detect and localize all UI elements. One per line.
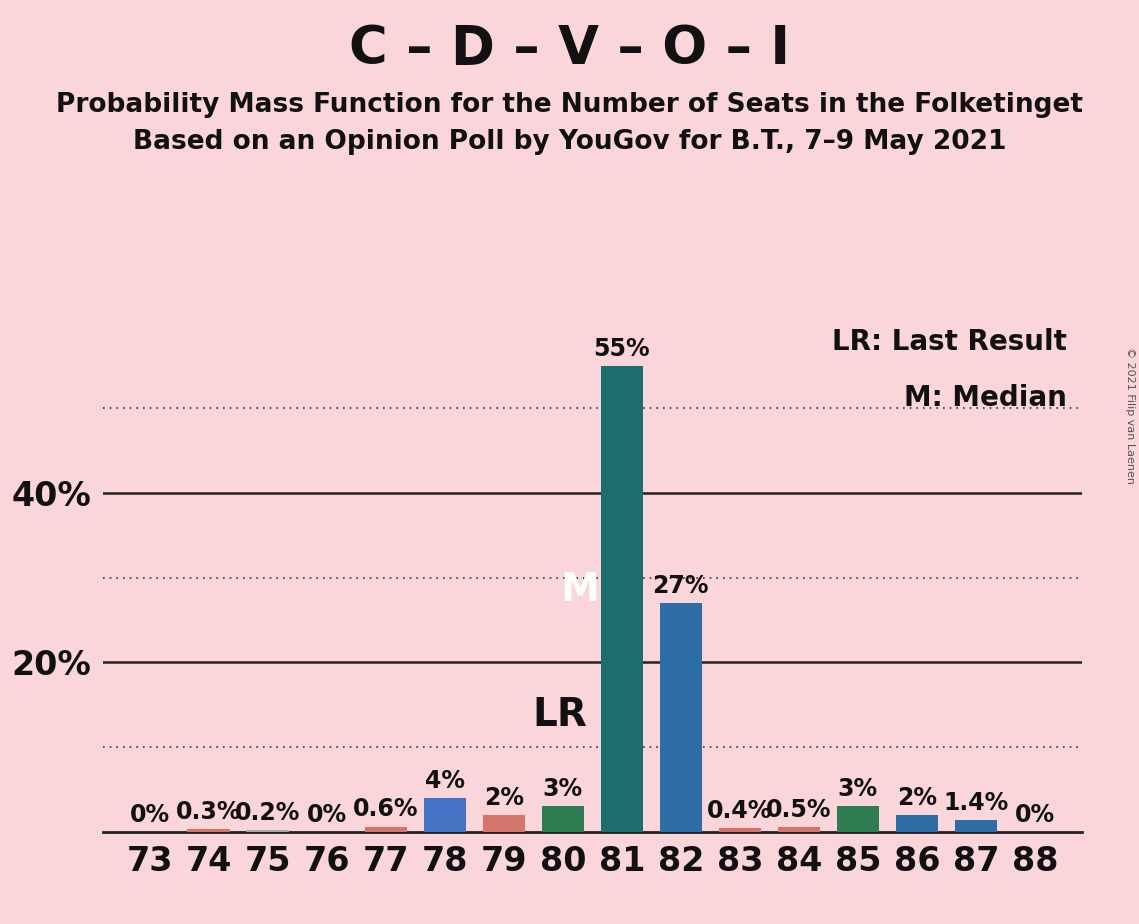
Text: LR: Last Result: LR: Last Result (833, 328, 1067, 357)
Text: © 2021 Filip van Laenen: © 2021 Filip van Laenen (1125, 347, 1134, 484)
Text: 0.6%: 0.6% (353, 797, 418, 821)
Text: M: M (560, 571, 599, 609)
Bar (778, 827, 820, 832)
Text: 1.4%: 1.4% (943, 791, 1008, 815)
Bar (954, 820, 997, 832)
Bar (719, 828, 761, 832)
Text: 0%: 0% (130, 803, 170, 826)
Text: 2%: 2% (484, 785, 524, 809)
Text: 3%: 3% (542, 777, 583, 801)
Text: 0%: 0% (306, 803, 346, 826)
Bar (895, 815, 939, 832)
Text: Probability Mass Function for the Number of Seats in the Folketinget: Probability Mass Function for the Number… (56, 92, 1083, 118)
Bar (424, 797, 466, 832)
Text: 4%: 4% (425, 769, 465, 793)
Bar (246, 830, 289, 832)
Bar (483, 815, 525, 832)
Text: C – D – V – O – I: C – D – V – O – I (349, 23, 790, 75)
Bar (659, 602, 702, 832)
Text: 55%: 55% (593, 336, 650, 360)
Text: Based on an Opinion Poll by YouGov for B.T., 7–9 May 2021: Based on an Opinion Poll by YouGov for B… (133, 129, 1006, 155)
Text: 0.3%: 0.3% (175, 800, 241, 824)
Text: 0.4%: 0.4% (707, 799, 772, 823)
Bar (836, 806, 879, 832)
Bar (364, 826, 407, 832)
Text: M: Median: M: Median (904, 384, 1067, 412)
Text: 2%: 2% (896, 785, 936, 809)
Bar (600, 366, 644, 832)
Text: 0%: 0% (1015, 803, 1055, 826)
Text: 0.2%: 0.2% (235, 801, 301, 825)
Text: LR: LR (532, 696, 588, 735)
Bar (188, 829, 230, 832)
Text: 0.5%: 0.5% (767, 798, 831, 822)
Bar (541, 806, 584, 832)
Text: 27%: 27% (653, 574, 710, 598)
Text: 3%: 3% (838, 777, 878, 801)
